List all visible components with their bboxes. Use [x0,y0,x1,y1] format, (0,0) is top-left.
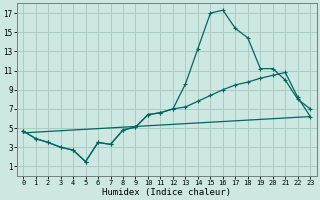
X-axis label: Humidex (Indice chaleur): Humidex (Indice chaleur) [102,188,231,197]
